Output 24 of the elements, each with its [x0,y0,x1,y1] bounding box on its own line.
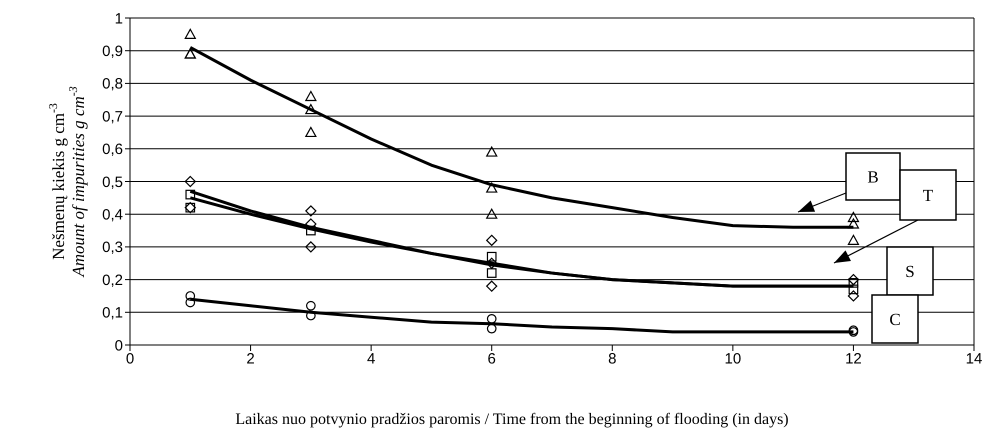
y-tick-label: 0,9 [102,43,123,60]
x-tick-label: 4 [366,350,376,368]
x-tick-label: 10 [724,350,742,368]
x-tick-label: 14 [966,350,982,368]
y-tick-label: 0,3 [102,239,123,256]
x-axis-title: Laikas nuo potvynio pradžios paromis / Time from the beginning of flooding (in days) [235,411,789,428]
x-tick-label: 8 [608,350,616,368]
y-tick-label: 0,6 [102,141,123,158]
annotation: B [867,168,879,186]
annotation: S [905,262,915,281]
x-tick-label: 12 [845,350,862,368]
y-tick-label: 0,8 [102,76,123,93]
y-tick-label: 0 [114,337,123,354]
y-tick-label: 0,1 [102,304,123,322]
y-tick-label: 0,7 [102,108,123,126]
x-tick-label: 0 [126,350,134,368]
annotation: C [889,310,901,329]
y-tick-label: 0,2 [102,272,123,289]
y-tick-label: 0,4 [102,206,123,224]
annotation: T [922,186,934,205]
x-tick-label: 2 [246,350,255,368]
x-tick-label: 6 [488,350,496,368]
y-tick-label: 1 [114,10,123,28]
y-tick-label: 0,5 [102,174,123,191]
